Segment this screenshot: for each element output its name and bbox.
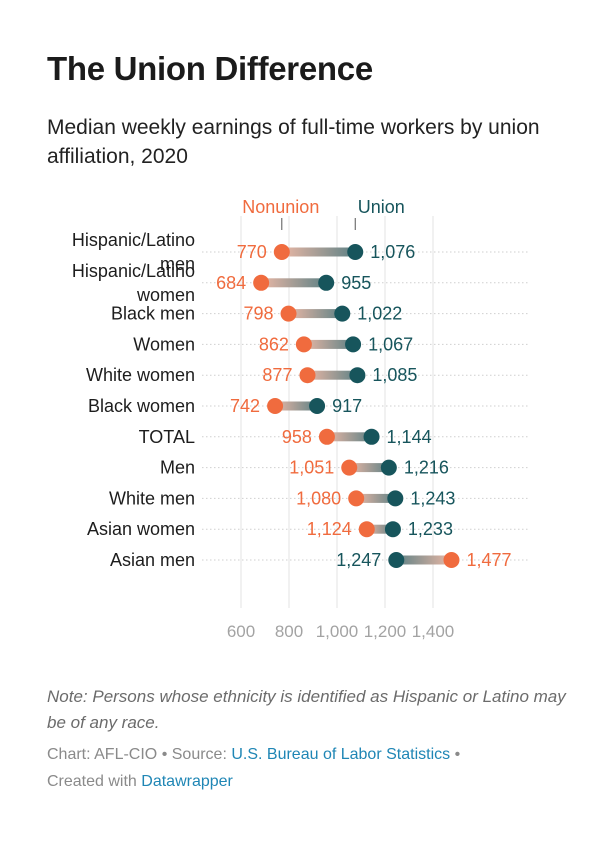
chart-footer: Chart: AFL-CIO • Source: U.S. Bureau of … [47,741,567,795]
range-bar [303,339,354,349]
chart-subtitle: Median weekly earnings of full-time work… [47,116,540,168]
range-bar [275,401,318,411]
union-value-label: 1,076 [370,242,415,262]
chart-credit: Chart: AFL-CIO [47,746,158,763]
union-value-label: 1,085 [372,365,417,385]
range-bar [396,555,452,565]
nonunion-dot [318,428,335,445]
union-dot [345,336,362,353]
x-tick-label: 600 [227,622,255,641]
range-bar [281,247,356,257]
category-label: White women [86,365,195,385]
datawrapper-link[interactable]: Datawrapper [141,773,233,790]
chart-row: Asian men 1,477 1,247 [110,550,530,570]
nonunion-dot [295,336,312,353]
nonunion-dot [358,521,375,538]
chart-row: Asian women 1,124 1,233 [87,519,530,539]
legend: Nonunion Union [242,197,405,230]
union-value-label: 1,022 [357,304,402,324]
legend-union: Union [358,197,405,217]
footer-separator-2: • [450,746,461,763]
created-prefix: Created with [47,773,142,790]
nonunion-dot [280,305,297,322]
union-dot [309,398,326,414]
chart-row: Hispanic/Latino women 684 955 [72,261,530,305]
x-tick-label: 1,400 [412,622,455,641]
chart-row: White women 877 1,085 [86,365,530,385]
range-bar [366,524,393,534]
nonunion-value-label: 1,080 [296,488,341,508]
chart-title: The Union Difference [47,50,373,87]
range-bar [307,370,358,380]
union-value-label: 917 [332,396,362,416]
union-dot [347,244,364,260]
nonunion-value-label: 742 [230,396,260,416]
category-label: TOTAL [139,427,195,447]
nonunion-dot [348,490,365,507]
union-value-label: 1,247 [336,550,381,570]
category-label: Black men [111,304,195,324]
nonunion-value-label: 958 [282,427,312,447]
nonunion-value-label: 877 [262,365,292,385]
nonunion-dot [299,367,316,384]
x-tick-label: 1,000 [316,622,359,641]
nonunion-dot [443,552,460,568]
nonunion-value-label: 1,051 [289,458,334,478]
x-tick-label: 800 [275,622,303,641]
range-bar [356,493,396,503]
range-bar [349,463,389,473]
dot-range-chart: Nonunion Union Hispanic/Latino men 770 1,076… [72,197,530,641]
union-value-label: 1,216 [404,458,449,478]
range-bar [326,432,372,442]
source-prefix: Source: [171,746,232,763]
union-dot [318,274,335,291]
union-dot [363,428,380,445]
union-dot [388,552,405,568]
nonunion-dot [253,274,270,291]
union-value-label: 1,144 [387,427,432,447]
nonunion-dot [273,244,290,260]
union-dot [380,459,397,476]
nonunion-value-label: 1,124 [307,519,352,539]
nonunion-value-label: 862 [259,334,289,354]
category-label: Hispanic/Latino women [72,261,195,305]
union-value-label: 1,243 [410,488,455,508]
category-label: Men [160,458,195,478]
footer-separator: • [157,746,172,763]
union-value-label: 1,067 [368,334,413,354]
legend-nonunion: Nonunion [242,197,319,217]
category-label: Black women [88,396,195,416]
nonunion-dot [267,398,284,414]
chart-row: Hispanic/Latino men 770 1,076 [72,230,530,274]
nonunion-dot [341,459,358,476]
union-value-label: 1,233 [408,519,453,539]
chart-row: Men 1,051 1,216 [160,458,530,478]
chart-note: Note: Persons whose ethnicity is identif… [47,687,566,732]
category-label: White men [109,488,195,508]
x-tick-label: 1,200 [364,622,407,641]
union-dot [349,367,366,384]
union-dot [387,490,404,507]
chart-row: Women 862 1,067 [133,334,530,354]
chart-row: White men 1,080 1,243 [109,488,530,508]
category-label: Asian men [110,550,195,570]
source-link[interactable]: U.S. Bureau of Labor Statistics [231,746,451,763]
x-axis: 600 800 1,000 1,200 1,400 [227,622,454,641]
nonunion-value-label: 798 [243,304,273,324]
category-label: Women [133,334,195,354]
range-bar [261,278,327,288]
nonunion-value-label: 684 [216,273,246,293]
union-value-label: 955 [341,273,371,293]
chart-row: Black women 742 917 [88,396,530,416]
nonunion-value-label: 770 [237,242,267,262]
union-dot [384,521,401,538]
category-label: Hispanic/Latino men [72,230,195,274]
nonunion-value-label: 1,477 [466,550,511,570]
category-label: Asian women [87,519,195,539]
chart-row: TOTAL 958 1,144 [139,427,530,447]
range-bar [288,309,343,319]
union-dot [334,305,351,322]
chart-row: Black men 798 1,022 [111,304,530,324]
